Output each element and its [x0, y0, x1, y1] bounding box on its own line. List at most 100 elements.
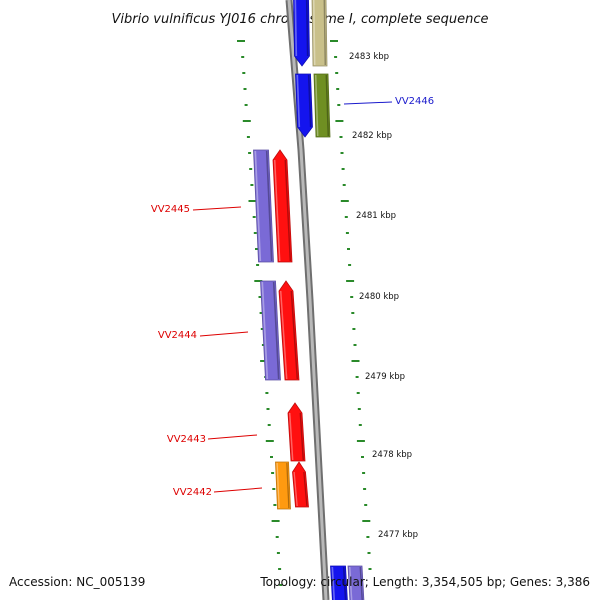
- inner-tick: [260, 328, 264, 330]
- inner-tick: [237, 40, 245, 42]
- scale-label-2481: 2481 kbp: [356, 211, 396, 221]
- inner-tick: [279, 584, 283, 586]
- inner-tick: [273, 504, 277, 506]
- tick-marks: [237, 40, 372, 586]
- outer-tick: [341, 168, 345, 170]
- accession-text: Accession: NC_005139: [9, 575, 145, 589]
- outer-tick: [355, 376, 359, 378]
- gene-feature-vv2445-violet[interactable]: [253, 149, 274, 263]
- outer-tick: [334, 56, 338, 58]
- gene-feature-vv2442-orange[interactable]: [275, 461, 291, 510]
- outer-tick: [353, 344, 357, 346]
- gene-features: [253, 0, 365, 600]
- inner-tick: [259, 312, 263, 314]
- inner-tick: [250, 184, 254, 186]
- outer-tick: [362, 520, 371, 522]
- outer-tick: [357, 408, 361, 410]
- gene-feature-bottom-violet[interactable]: [347, 565, 365, 600]
- outer-tick: [356, 440, 365, 442]
- outer-tick: [335, 120, 344, 122]
- scale-label-2483: 2483 kbp: [349, 52, 389, 62]
- outer-tick: [336, 88, 340, 90]
- outer-tick: [351, 312, 355, 314]
- inner-tick: [278, 568, 282, 570]
- gene-feature-vv2444[interactable]: [278, 280, 300, 381]
- inner-tick: [265, 440, 274, 442]
- gene-feature-top-blue[interactable]: [293, 0, 310, 67]
- inner-tick: [266, 408, 270, 410]
- scale-label-2480: 2480 kbp: [359, 292, 399, 302]
- gene-label-vv2444[interactable]: VV2444: [158, 330, 197, 341]
- outer-tick: [348, 264, 352, 266]
- inner-tick: [271, 520, 280, 522]
- inner-tick: [243, 88, 247, 90]
- outer-tick: [346, 280, 355, 282]
- inner-tick: [253, 232, 257, 234]
- outer-tick: [361, 456, 364, 458]
- gene-feature-vv2446-blue[interactable]: [295, 73, 313, 138]
- inner-tick: [242, 72, 246, 74]
- gene-label-vv2442[interactable]: VV2442: [173, 487, 212, 498]
- gene-feature-vv2443[interactable]: [287, 402, 306, 462]
- inner-tick: [252, 216, 256, 218]
- outer-tick: [364, 504, 368, 506]
- inner-tick: [265, 392, 269, 394]
- inner-tick: [242, 120, 251, 122]
- gene-feature-vv2446[interactable]: [313, 73, 331, 138]
- gene-label-vv2446[interactable]: VV2446: [395, 96, 434, 107]
- topology-text: Topology: circular; Length: 3,354,505 bp…: [259, 575, 590, 589]
- inner-tick: [275, 536, 279, 538]
- outer-tick: [335, 72, 339, 74]
- outer-tick: [363, 488, 367, 490]
- inner-tick: [256, 264, 260, 266]
- gene-feature-top-khaki[interactable]: [311, 0, 328, 67]
- gene-feature-bottom-blue[interactable]: [330, 565, 348, 600]
- gene-label-vv2443[interactable]: VV2443: [167, 434, 206, 445]
- inner-tick: [249, 168, 253, 170]
- inner-tick: [271, 472, 275, 474]
- outer-tick: [368, 568, 372, 570]
- leader-line-vv2446: [343, 101, 393, 105]
- outer-tick: [345, 232, 349, 234]
- leader-line-vv2442: [213, 487, 263, 493]
- outer-tick: [367, 552, 371, 554]
- scale-label-2478: 2478 kbp: [372, 450, 412, 460]
- inner-tick: [241, 56, 245, 58]
- outer-tick: [339, 136, 343, 138]
- inner-tick: [248, 200, 257, 202]
- leader-line-vv2444: [199, 331, 249, 337]
- inner-tick: [276, 552, 280, 554]
- outer-tick: [340, 152, 344, 154]
- inner-tick: [267, 424, 271, 426]
- gene-feature-vv2445[interactable]: [272, 149, 293, 263]
- outer-tick: [330, 40, 338, 42]
- outer-tick: [351, 360, 360, 362]
- inner-tick: [248, 152, 252, 154]
- leader-line-vv2445: [192, 206, 242, 211]
- scale-label-2477: 2477 kbp: [378, 530, 418, 540]
- outer-tick: [362, 472, 366, 474]
- gene-feature-vv2442[interactable]: [292, 461, 309, 508]
- inner-tick: [260, 360, 269, 362]
- outer-tick: [342, 184, 346, 186]
- outer-tick: [337, 104, 341, 106]
- outer-tick: [347, 248, 350, 250]
- inner-tick: [272, 488, 276, 490]
- outer-tick: [352, 328, 356, 330]
- inner-tick: [258, 296, 262, 298]
- gene-label-vv2445[interactable]: VV2445: [151, 204, 190, 215]
- inner-tick: [270, 456, 273, 458]
- outer-tick: [366, 536, 370, 538]
- gene-feature-vv2444-violet[interactable]: [260, 280, 281, 381]
- leader-line-vv2443: [207, 434, 258, 440]
- inner-tick: [254, 280, 263, 282]
- inner-tick: [255, 248, 258, 250]
- outer-tick: [358, 424, 362, 426]
- outer-tick: [350, 296, 354, 298]
- inner-tick: [244, 104, 248, 106]
- inner-tick: [246, 136, 250, 138]
- outer-tick: [344, 216, 348, 218]
- outer-tick: [340, 200, 349, 202]
